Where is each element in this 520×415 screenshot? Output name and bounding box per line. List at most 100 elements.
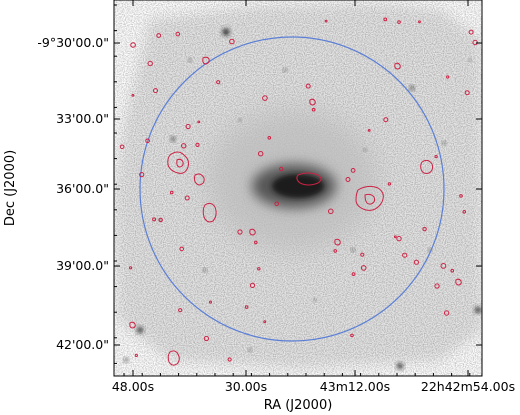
contour-speck xyxy=(387,182,392,186)
point-source xyxy=(468,58,472,62)
x-tick-label: 30.00s xyxy=(225,379,267,394)
contour-speck xyxy=(345,177,351,182)
point-source xyxy=(313,298,317,302)
contour-speck xyxy=(459,194,463,198)
contour-speck xyxy=(360,265,367,271)
contour-speck xyxy=(237,229,243,235)
contour-speck xyxy=(422,226,427,232)
contour-speck xyxy=(249,282,256,288)
contour-speck xyxy=(229,38,235,45)
contour-speck xyxy=(440,263,447,269)
contour-speck xyxy=(258,151,264,157)
x-tick-label: 22h42m54.00s xyxy=(421,379,515,394)
contour-speck xyxy=(443,310,450,316)
contour xyxy=(364,193,376,205)
contour-speck xyxy=(464,90,470,96)
contour-speck xyxy=(139,172,145,178)
contour-speck xyxy=(203,335,209,342)
x-axis-label: RA (J2000) xyxy=(264,398,333,413)
contour-speck xyxy=(413,259,419,265)
point-source xyxy=(397,363,403,369)
contour xyxy=(167,350,180,366)
contour-speck xyxy=(178,308,183,313)
contour-speck xyxy=(328,208,334,215)
point-source xyxy=(475,307,481,313)
contour-speck xyxy=(129,266,133,270)
y-tick-label: 33'00.0" xyxy=(56,111,109,126)
contour xyxy=(194,173,205,186)
y-tick-label: 39'00.0" xyxy=(56,258,109,273)
contour-speck xyxy=(254,240,258,245)
contour-speck xyxy=(145,138,150,144)
point-source xyxy=(442,141,446,145)
contour-speck xyxy=(156,33,162,38)
contour-speck xyxy=(267,136,272,140)
x-tick-label: 48.00s xyxy=(112,379,154,394)
point-source xyxy=(171,137,175,141)
contour xyxy=(249,228,256,236)
contour xyxy=(309,98,316,106)
contour xyxy=(167,151,189,174)
contour-speck xyxy=(418,20,421,24)
y-axis-label: Dec (J2000) xyxy=(3,150,18,226)
point-source xyxy=(222,28,230,36)
contour-speck xyxy=(434,155,438,159)
contour-speck xyxy=(262,95,268,101)
point-source xyxy=(363,148,367,152)
contour-speck xyxy=(134,353,138,357)
contour-speck xyxy=(147,60,153,67)
contour-speck xyxy=(383,17,388,22)
contour xyxy=(202,202,217,223)
point-source xyxy=(137,327,143,333)
contour-speck xyxy=(130,42,136,48)
contour-speck xyxy=(311,107,316,112)
contour-speck xyxy=(257,267,261,271)
contour xyxy=(355,185,384,211)
contour-speck xyxy=(279,166,284,172)
contour-speck xyxy=(324,19,328,23)
contour-speck xyxy=(175,31,181,37)
contour-speck xyxy=(119,144,125,150)
contour-speck xyxy=(216,80,221,85)
y-tick-label: 36'00.0" xyxy=(56,181,109,196)
contour-speck xyxy=(195,142,200,147)
sky-image xyxy=(114,0,482,376)
point-source xyxy=(410,86,414,90)
contour-speck xyxy=(446,75,450,79)
contour-speck xyxy=(350,168,356,173)
contour xyxy=(296,172,322,186)
contour-speck xyxy=(169,190,174,195)
galaxy-core xyxy=(272,174,324,198)
point-source xyxy=(351,248,355,252)
contour-speck xyxy=(179,246,184,252)
contour xyxy=(176,158,184,168)
contour-speck xyxy=(367,129,371,132)
contour-speck xyxy=(131,93,135,97)
point-source xyxy=(203,268,207,272)
contour-speck xyxy=(153,88,158,94)
contour-speck xyxy=(450,268,455,273)
contour-speck xyxy=(468,29,474,35)
point-source xyxy=(248,348,252,352)
point-source xyxy=(124,358,128,362)
contour-speck xyxy=(227,357,232,362)
aperture-circle xyxy=(139,36,445,342)
contour xyxy=(455,278,462,286)
contour-speck xyxy=(274,201,280,207)
contour-speck xyxy=(209,300,212,304)
contour-speck xyxy=(350,333,354,338)
contour xyxy=(129,321,136,329)
contour-speck xyxy=(184,195,190,201)
contour-speck xyxy=(152,217,157,222)
contour-speck xyxy=(383,117,389,123)
contour xyxy=(394,62,401,70)
plot-frame xyxy=(113,0,483,377)
contour-speck xyxy=(393,235,397,239)
y-tick-label: -9°30'00.0" xyxy=(37,35,109,50)
contour-speck xyxy=(197,120,201,124)
contour-speck xyxy=(263,320,267,324)
contour-speck xyxy=(396,235,402,242)
contour-speck xyxy=(305,83,311,89)
point-source xyxy=(188,58,192,62)
